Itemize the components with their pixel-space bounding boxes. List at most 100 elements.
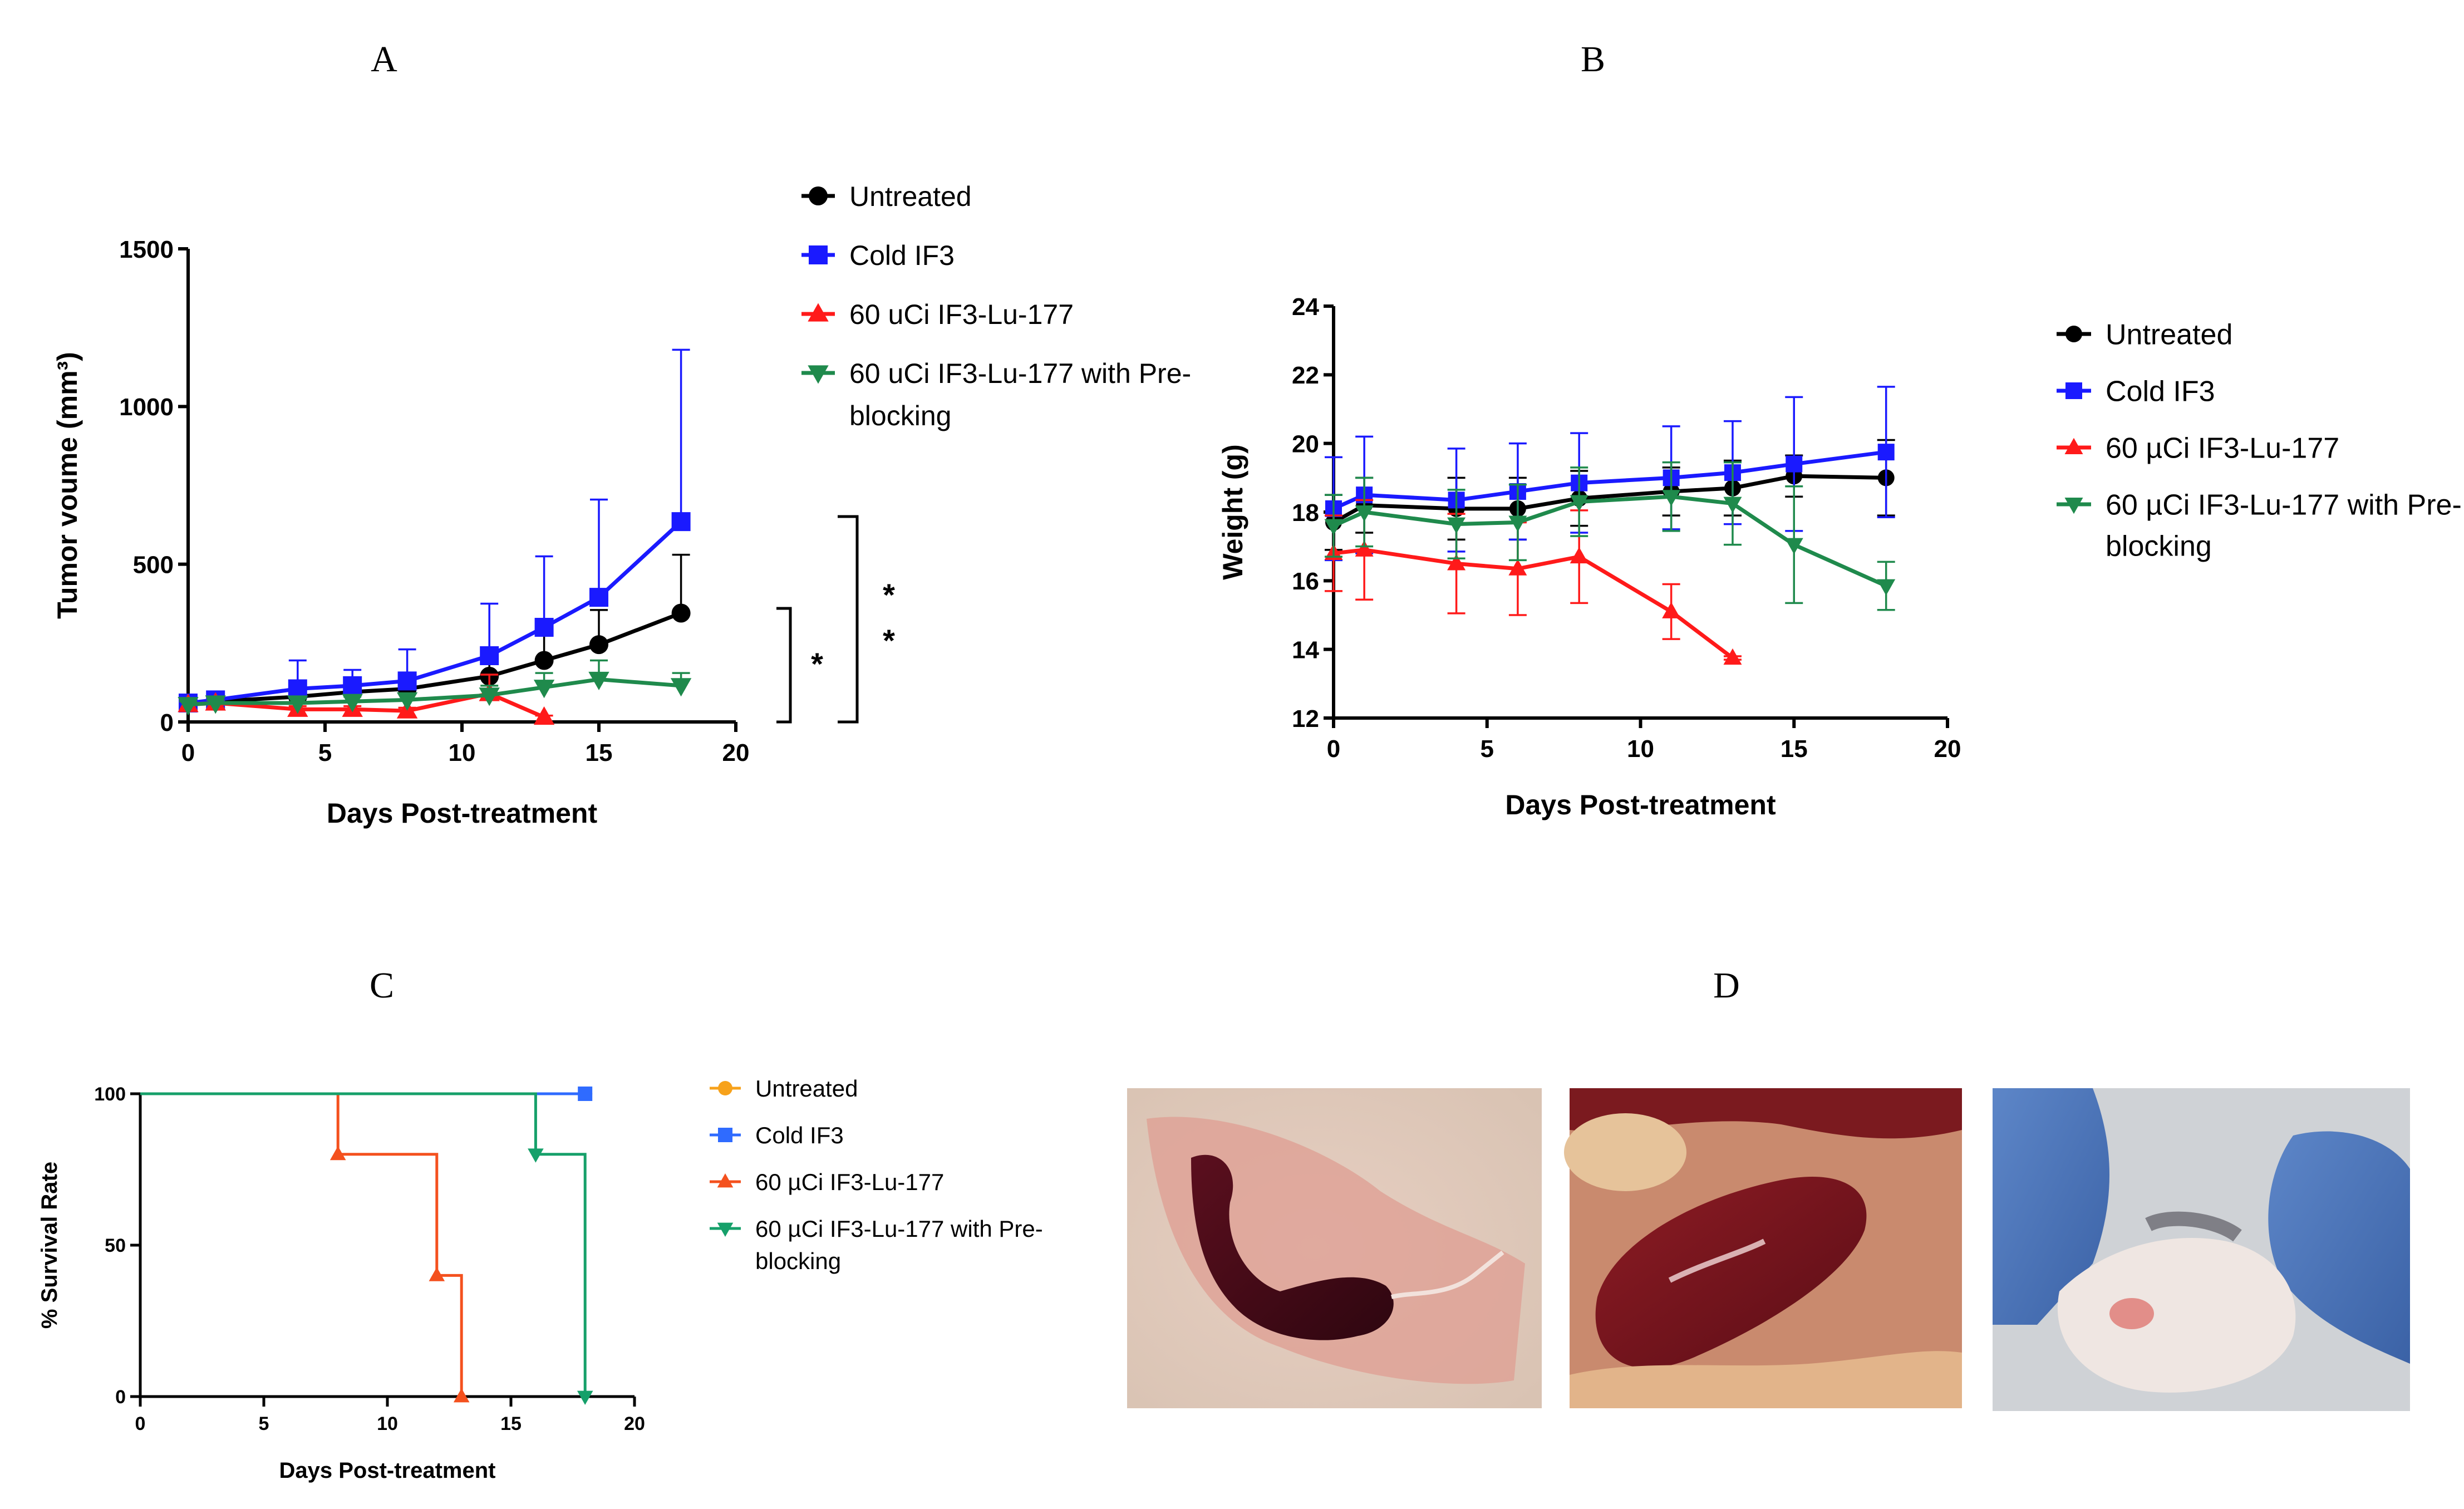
series-line bbox=[188, 611, 682, 705]
data-point bbox=[480, 646, 499, 665]
series-line bbox=[140, 1092, 587, 1397]
y-tick-label: 24 bbox=[1292, 293, 1319, 321]
x-tick-label: 10 bbox=[1627, 735, 1654, 763]
data-point bbox=[589, 588, 608, 607]
legend-label: Cold IF3 bbox=[2106, 376, 2215, 408]
significance-star-outer-2: * bbox=[883, 623, 895, 658]
y-tick-label: 500 bbox=[133, 552, 174, 579]
legend-marker bbox=[2065, 382, 2082, 399]
series-4 bbox=[1324, 461, 1896, 611]
data-point bbox=[288, 679, 307, 699]
data-point bbox=[533, 680, 555, 699]
legend-label: 60 uCi IF3-Lu-177 with Pre- bbox=[849, 358, 1191, 389]
legend-label: Cold IF3 bbox=[849, 240, 955, 271]
significance-bracket-inner bbox=[776, 607, 792, 724]
legend-label: blocking bbox=[755, 1248, 841, 1274]
data-point bbox=[1508, 515, 1527, 532]
x-tick-label: 0 bbox=[181, 739, 195, 766]
legend-item: 60 µCi IF3-Lu-177 bbox=[710, 1169, 944, 1195]
panel-letter-b: B bbox=[1581, 39, 1605, 80]
series-3 bbox=[1324, 499, 1742, 665]
photo-mouse-held bbox=[1993, 1088, 2410, 1411]
data-point bbox=[1662, 602, 1681, 618]
y-tick-label: 18 bbox=[1292, 499, 1319, 527]
x-tick-label: 20 bbox=[624, 1413, 645, 1434]
legend-item: Cold IF3 bbox=[710, 1122, 844, 1148]
data-point bbox=[1447, 554, 1466, 571]
x-axis-title: Days Post-treatment bbox=[279, 1458, 495, 1483]
data-point bbox=[1355, 540, 1374, 557]
series-line bbox=[1333, 548, 1734, 660]
series-1 bbox=[179, 553, 691, 712]
y-tick-label: 12 bbox=[1292, 705, 1319, 733]
y-tick-label: 14 bbox=[1292, 637, 1319, 664]
data-point bbox=[1877, 444, 1895, 461]
x-tick-label: 20 bbox=[722, 739, 750, 766]
data-point bbox=[178, 697, 199, 716]
legend-label: 60 uCi IF3-Lu-177 bbox=[849, 299, 1074, 330]
data-point bbox=[479, 687, 500, 706]
legend-marker bbox=[2064, 498, 2083, 514]
series-2 bbox=[179, 348, 691, 712]
data-point bbox=[397, 671, 417, 691]
x-tick-label: 15 bbox=[1781, 735, 1808, 763]
data-point bbox=[429, 1267, 445, 1281]
legend-label: Untreated bbox=[849, 181, 972, 212]
x-tick-label: 10 bbox=[377, 1413, 398, 1434]
data-point bbox=[577, 1390, 593, 1405]
legend-label: 60 µCi IF3-Lu-177 with Pre- bbox=[2106, 489, 2462, 522]
y-tick-label: 0 bbox=[160, 709, 174, 736]
legend-label: blocking bbox=[849, 400, 951, 431]
significance-brackets: * * * bbox=[776, 515, 895, 724]
series-line bbox=[188, 520, 682, 705]
legend-item: 60 µCi IF3-Lu-177 with Pre-blocking bbox=[2057, 489, 2462, 563]
legend-marker bbox=[717, 1173, 734, 1188]
legend-item: 60 µCi IF3-Lu-177 with Pre-blocking bbox=[710, 1216, 1043, 1274]
data-point bbox=[1877, 579, 1896, 596]
chart-weight: 0 5 10 15 20 12 14 16 18 20 22 24 Days Post-treatmen… bbox=[1217, 293, 2462, 820]
x-tick-label: 20 bbox=[1934, 735, 1961, 763]
y-tick-label: 1500 bbox=[119, 236, 174, 263]
series-line bbox=[1332, 494, 1887, 588]
photo-spleen-in-situ bbox=[1564, 1088, 1962, 1408]
data-point bbox=[670, 678, 692, 697]
legend-label: Cold IF3 bbox=[755, 1122, 844, 1148]
y-axis-title: % Survival Rate bbox=[37, 1162, 62, 1329]
data-point bbox=[342, 694, 363, 712]
data-point bbox=[1324, 519, 1343, 535]
legend-label: Untreated bbox=[2106, 319, 2232, 351]
y-axis-title: Tumor voume (mm³) bbox=[52, 352, 83, 619]
y-tick-label: 100 bbox=[94, 1084, 126, 1105]
data-point bbox=[287, 695, 308, 714]
data-point bbox=[534, 618, 554, 637]
legend-label: blocking bbox=[2106, 530, 2212, 563]
x-tick-label: 5 bbox=[259, 1413, 269, 1434]
y-axis-title: Weight (g) bbox=[1217, 444, 1248, 579]
series-4 bbox=[140, 1092, 593, 1405]
data-point bbox=[528, 1148, 544, 1163]
series-1 bbox=[1325, 439, 1895, 551]
data-point bbox=[1570, 547, 1588, 564]
y-tick-label: 16 bbox=[1292, 568, 1319, 595]
legend-marker bbox=[808, 303, 829, 322]
legend-item: 60 uCi IF3-Lu-177 with Pre-blocking bbox=[801, 358, 1191, 431]
y-tick-label: 50 bbox=[105, 1235, 126, 1256]
data-point bbox=[1447, 517, 1466, 534]
series-4 bbox=[178, 659, 692, 716]
legend-marker bbox=[2065, 326, 2082, 342]
significance-star-inner: * bbox=[811, 646, 823, 681]
data-point bbox=[1786, 455, 1803, 473]
data-point bbox=[589, 635, 608, 655]
legend-item: Untreated bbox=[801, 181, 972, 212]
data-point bbox=[588, 671, 609, 691]
chart-tumor-volume: 0 5 10 15 20 0 500 1000 1500 Days Post-treatment T… bbox=[52, 181, 1191, 829]
legend-marker bbox=[717, 1222, 734, 1237]
y-tick-label: 1000 bbox=[119, 394, 174, 421]
x-tick-label: 15 bbox=[586, 739, 613, 766]
x-tick-label: 5 bbox=[1481, 735, 1494, 763]
legend-item: 60 µCi IF3-Lu-177 bbox=[2057, 432, 2339, 465]
data-point bbox=[343, 676, 362, 695]
series-3 bbox=[140, 1092, 470, 1403]
data-point bbox=[533, 706, 555, 725]
x-tick-label: 0 bbox=[135, 1413, 146, 1434]
